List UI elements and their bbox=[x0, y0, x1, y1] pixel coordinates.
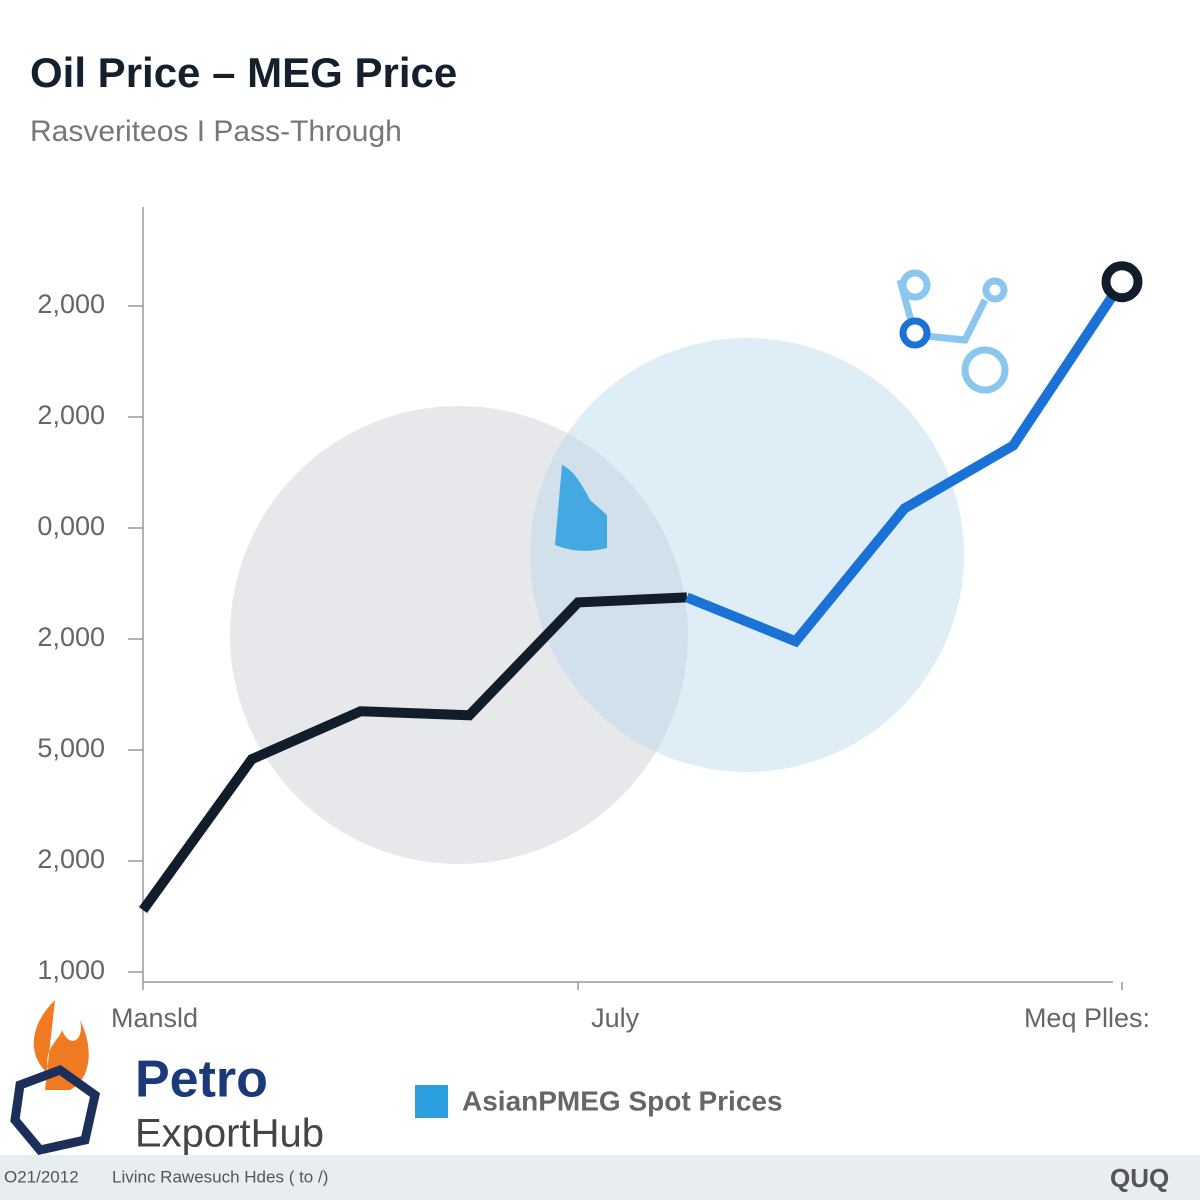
footer-date: O21/2012 bbox=[4, 1167, 79, 1186]
chart-title: Oil Price – MEG Price bbox=[30, 49, 457, 96]
y-tick-label: 5,000 bbox=[37, 733, 105, 763]
y-tick-label: 0,000 bbox=[37, 511, 105, 541]
y-tick-label: 2,000 bbox=[37, 844, 105, 874]
x-tick-label: Meq Plles: bbox=[1024, 1003, 1150, 1033]
y-tick-label: 2,000 bbox=[37, 622, 105, 652]
point bbox=[1101, 261, 1143, 303]
brand: ExportHub bbox=[135, 1112, 324, 1156]
icon bbox=[555, 465, 607, 551]
line bbox=[138, 592, 688, 913]
logo-hex bbox=[10, 1064, 101, 1155]
x-tick-label: Mansld bbox=[111, 1003, 198, 1033]
molecule-icon bbox=[896, 269, 1009, 394]
y-tick-label: 2,000 bbox=[37, 400, 105, 430]
marker bbox=[899, 317, 931, 349]
chart-subtitle: Rasveriteos I Pass-Through bbox=[30, 115, 402, 148]
legend-swatch bbox=[415, 1085, 448, 1118]
y-tick-label: 1,000 bbox=[37, 955, 105, 985]
bubble bbox=[530, 338, 964, 772]
line bbox=[685, 278, 1127, 648]
logo-flame bbox=[33, 1000, 89, 1090]
brand: Petro bbox=[135, 1051, 268, 1109]
footer-note: Livinc Rawesuch Hdes ( to /) bbox=[112, 1167, 328, 1186]
footer-badge: QUQ bbox=[1110, 1163, 1169, 1193]
y-tick-label: 2,000 bbox=[37, 289, 105, 319]
footer-bar bbox=[0, 1155, 1200, 1200]
legend-label: AsianPMEG Spot Prices bbox=[462, 1085, 783, 1116]
x-tick-label: July bbox=[591, 1003, 640, 1033]
